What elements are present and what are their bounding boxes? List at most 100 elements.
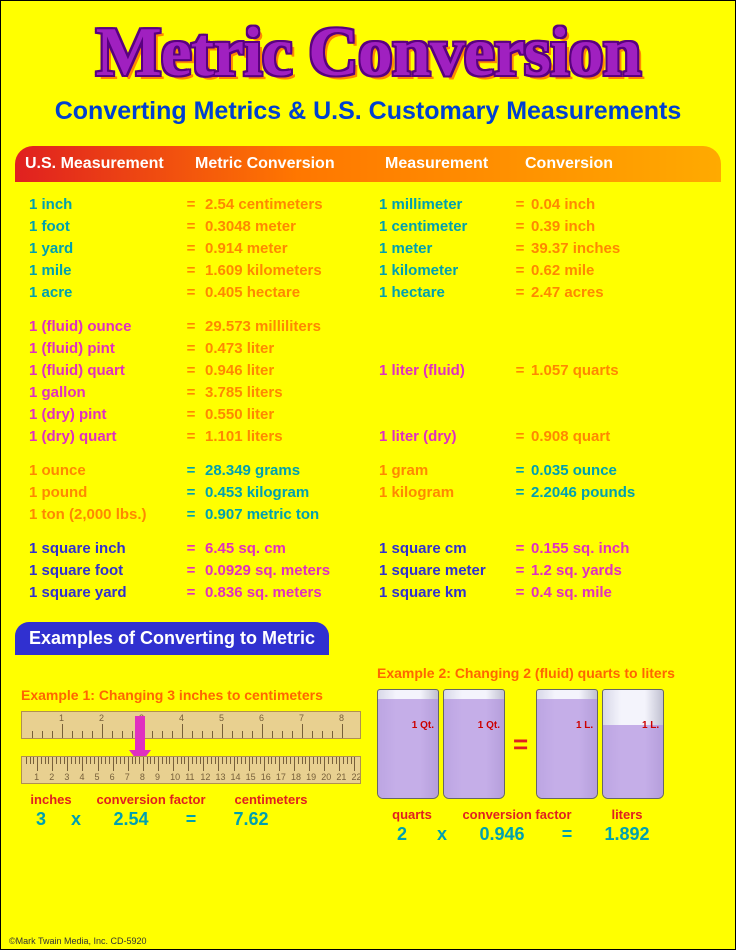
conversion-row: 1 (dry) quart=1.101 liters1 liter (dry)=…: [29, 426, 707, 448]
conversion-row: 1 foot=0.3048 meter1 centimeter=0.39 inc…: [29, 216, 707, 238]
left-value: 0.473 liter: [205, 338, 379, 360]
example-2-title: Example 2: Changing 2 (fluid) quarts to …: [377, 665, 715, 681]
val-quarts: 2: [377, 824, 427, 845]
conversion-group: 1 inch=2.54 centimeters1 millimeter=0.04…: [29, 194, 707, 304]
left-unit: 1 (fluid) quart: [29, 360, 177, 382]
left-unit: 1 yard: [29, 238, 177, 260]
left-value: 29.573 milliliters: [205, 316, 379, 338]
example-1-title: Example 1: Changing 3 inches to centimet…: [21, 687, 361, 703]
equals: =: [177, 404, 205, 426]
beaker-icon: 1 L.: [602, 689, 664, 799]
left-unit: 1 pound: [29, 482, 177, 504]
right-unit: 1 square km: [379, 582, 509, 604]
example-2-values: 2 x 0.946 = 1.892: [377, 824, 715, 845]
example-2: Example 2: Changing 2 (fluid) quarts to …: [377, 665, 715, 845]
left-unit: 1 ton (2,000 lbs.): [29, 504, 177, 526]
equals: =: [509, 426, 531, 448]
right-value: [531, 504, 707, 526]
left-value: 3.785 liters: [205, 382, 379, 404]
left-unit: 1 (dry) pint: [29, 404, 177, 426]
beaker-icon: 1 Qt.: [377, 689, 439, 799]
equals: =: [177, 194, 205, 216]
right-unit: 1 square cm: [379, 538, 509, 560]
op-equals: =: [547, 824, 587, 845]
right-unit: 1 centimeter: [379, 216, 509, 238]
equals: =: [177, 282, 205, 304]
val-result: 7.62: [211, 809, 291, 830]
right-unit: 1 millimeter: [379, 194, 509, 216]
right-unit: 1 meter: [379, 238, 509, 260]
label-conv-factor: conversion factor: [81, 792, 221, 807]
left-unit: 1 mile: [29, 260, 177, 282]
beaker-label: 1 L.: [576, 720, 593, 731]
equals: =: [509, 360, 531, 382]
label-liters: liters: [587, 807, 667, 822]
conversion-row: 1 (fluid) pint=0.473 liter: [29, 338, 707, 360]
conversion-row: 1 (fluid) quart=0.946 liter1 liter (flui…: [29, 360, 707, 382]
right-value: 0.62 mile: [531, 260, 707, 282]
right-unit: 1 kilometer: [379, 260, 509, 282]
header-us-measurement: U.S. Measurement: [25, 155, 195, 173]
left-unit: 1 square inch: [29, 538, 177, 560]
right-unit: [379, 382, 509, 404]
val-factor: 2.54: [91, 809, 171, 830]
right-value: 39.37 inches: [531, 238, 707, 260]
equals: [509, 316, 531, 338]
conversion-row: 1 pound=0.453 kilogram1 kilogram=2.2046 …: [29, 482, 707, 504]
left-unit: 1 (dry) quart: [29, 426, 177, 448]
beaker-label: 1 Qt.: [478, 720, 500, 731]
left-value: 0.550 liter: [205, 404, 379, 426]
op-times: x: [61, 809, 91, 830]
op-equals: =: [171, 809, 211, 830]
right-unit: 1 hectare: [379, 282, 509, 304]
example-2-labels: quarts conversion factor liters: [377, 807, 715, 822]
left-unit: 1 square yard: [29, 582, 177, 604]
equals: [509, 338, 531, 360]
equals: [509, 382, 531, 404]
equals: =: [509, 538, 531, 560]
ruler-inches: 12345678: [21, 711, 361, 739]
right-value: 0.4 sq. mile: [531, 582, 707, 604]
right-unit: 1 kilogram: [379, 482, 509, 504]
equals: =: [177, 316, 205, 338]
equals: =: [177, 538, 205, 560]
beaker-label: 1 L.: [642, 720, 659, 731]
equals: =: [509, 194, 531, 216]
equals: =: [177, 460, 205, 482]
copyright-footer: ©Mark Twain Media, Inc. CD-5920: [9, 936, 147, 946]
right-value: 1.057 quarts: [531, 360, 707, 382]
table-header-bar: U.S. Measurement Metric Conversion Measu…: [15, 146, 721, 182]
label-inches: inches: [21, 792, 81, 807]
equals: =: [509, 582, 531, 604]
right-value: 0.908 quart: [531, 426, 707, 448]
page-title: Metric Conversion: [21, 13, 715, 93]
equals: =: [509, 238, 531, 260]
equals: =: [177, 504, 205, 526]
examples-heading: Examples of Converting to Metric: [15, 622, 329, 655]
conversion-row: 1 square foot=0.0929 sq. meters1 square …: [29, 560, 707, 582]
right-unit: 1 liter (fluid): [379, 360, 509, 382]
equals: =: [177, 382, 205, 404]
metric-conversion-poster: Metric Conversion Converting Metrics & U…: [0, 0, 736, 950]
equals: =: [177, 582, 205, 604]
right-unit: [379, 338, 509, 360]
conversion-row: 1 (dry) pint=0.550 liter: [29, 404, 707, 426]
right-value: 1.2 sq. yards: [531, 560, 707, 582]
right-value: 0.035 ounce: [531, 460, 707, 482]
equals: =: [509, 216, 531, 238]
conversion-table: 1 inch=2.54 centimeters1 millimeter=0.04…: [29, 194, 707, 604]
header-conversion: Conversion: [525, 155, 711, 173]
right-unit: 1 square meter: [379, 560, 509, 582]
equals: =: [177, 338, 205, 360]
conversion-row: 1 yard=0.914 meter1 meter=39.37 inches: [29, 238, 707, 260]
right-value: [531, 316, 707, 338]
right-value: [531, 382, 707, 404]
op-times: x: [427, 824, 457, 845]
left-unit: 1 (fluid) ounce: [29, 316, 177, 338]
right-value: 0.04 inch: [531, 194, 707, 216]
equals: =: [177, 560, 205, 582]
equals: =: [509, 282, 531, 304]
beaker-icon: 1 Qt.: [443, 689, 505, 799]
left-unit: 1 square foot: [29, 560, 177, 582]
left-value: 2.54 centimeters: [205, 194, 379, 216]
